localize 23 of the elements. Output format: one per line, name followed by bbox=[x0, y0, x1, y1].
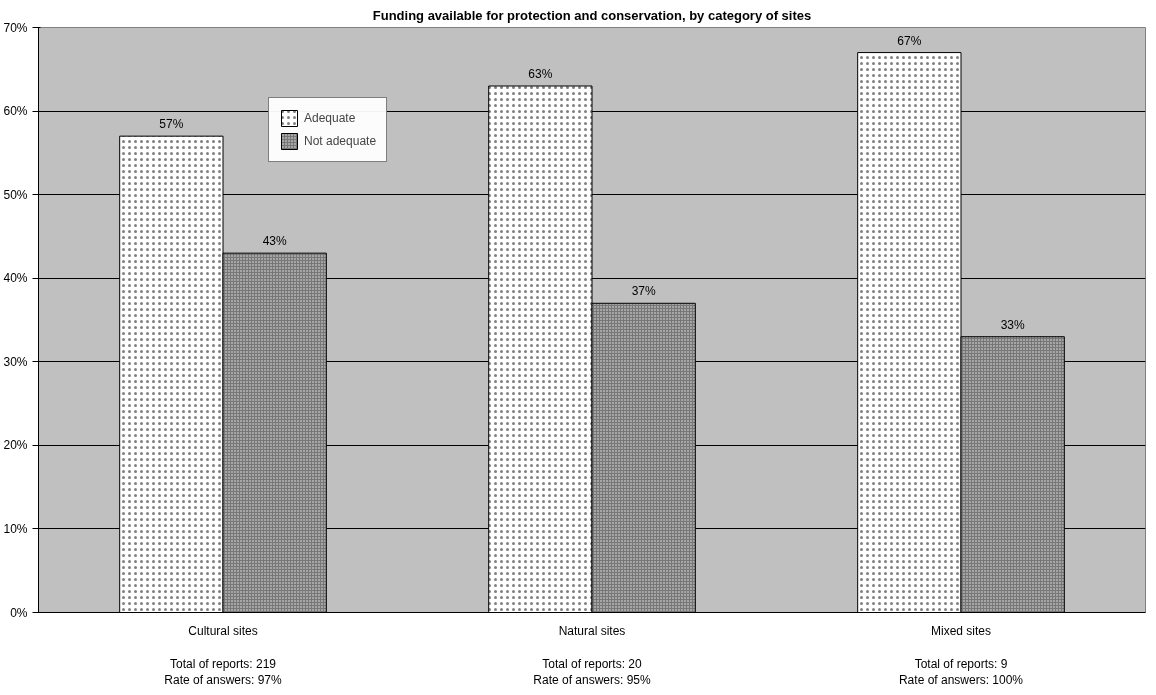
legend-label: Adequate bbox=[304, 111, 356, 125]
data-label: 43% bbox=[262, 234, 287, 249]
x-tick-label: Mixed sites bbox=[930, 623, 992, 638]
data-label: 67% bbox=[897, 33, 922, 48]
text: Total of reports: 219 Rate of answers: 97% bbox=[164, 656, 283, 688]
x-tick-label: Cultural sites bbox=[188, 623, 258, 638]
y-tick-label: 60% bbox=[3, 104, 28, 119]
y-tick-label: 50% bbox=[3, 187, 28, 202]
x-tick-label: Natural sites bbox=[558, 623, 626, 638]
data-label: 33% bbox=[1000, 317, 1025, 332]
text: Total of reports: 9 Rate of answers: 100% bbox=[898, 656, 1024, 688]
data-label: 63% bbox=[528, 67, 553, 81]
y-tick-label: 40% bbox=[3, 271, 28, 286]
y-tick-label: 20% bbox=[3, 438, 28, 453]
y-tick-label: 10% bbox=[3, 521, 28, 536]
legend-label: Not adequate bbox=[304, 134, 377, 148]
y-tick-label: 70% bbox=[3, 20, 28, 35]
data-label: 37% bbox=[631, 284, 656, 299]
y-tick-label: 0% bbox=[10, 605, 28, 620]
chart-title: Funding available for protection and conservation, by category of sites bbox=[372, 7, 812, 23]
text: Total of reports: 20 Rate of answers: 95% bbox=[533, 656, 652, 688]
data-label: 57% bbox=[159, 117, 184, 132]
y-tick-label: 30% bbox=[3, 354, 28, 369]
